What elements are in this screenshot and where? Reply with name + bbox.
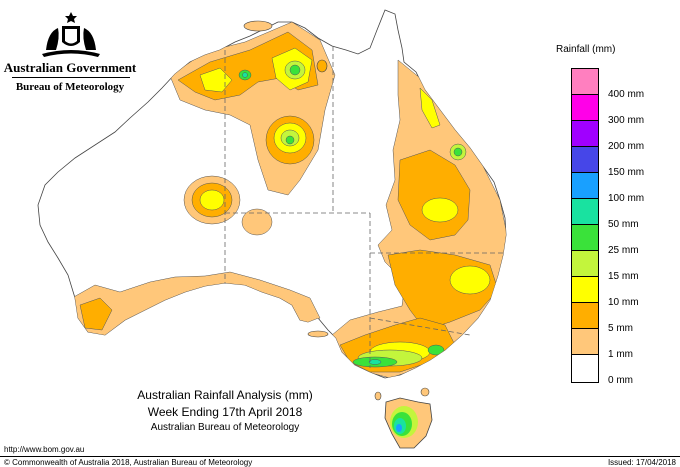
legend-label: 300 mm xyxy=(608,115,645,126)
rain-zone-25mm-qld-coast xyxy=(453,147,463,157)
government-title: Australian Government xyxy=(3,60,137,75)
rain-zone-10mm-kimberley xyxy=(199,67,233,93)
legend-swatch xyxy=(571,94,599,123)
legend-swatch xyxy=(571,224,599,253)
rain-zone-25mm-top-end xyxy=(289,64,301,76)
tasmania xyxy=(384,397,433,449)
melville-island xyxy=(243,20,273,32)
legend-title: Rainfall (mm) xyxy=(556,44,616,55)
groote-eylandt xyxy=(316,59,328,73)
legend-label: 100 mm xyxy=(608,193,645,204)
legend-swatch xyxy=(571,198,599,227)
legend-label: 200 mm xyxy=(608,141,645,152)
border-nsw-vic xyxy=(369,317,471,336)
legend-swatch xyxy=(571,328,599,357)
rain-zone-50mm-kimberley xyxy=(242,72,248,78)
legend-label: 50 mm xyxy=(608,219,639,230)
flinders-island xyxy=(420,387,430,397)
legend-label: 1 mm xyxy=(608,349,633,360)
legend-swatch xyxy=(571,172,599,201)
legend-label: 150 mm xyxy=(608,167,645,178)
legend-swatch xyxy=(571,302,599,331)
rain-zone-25mm-east-gippsland xyxy=(427,344,445,356)
rain-zone-10mm-qld xyxy=(421,197,459,223)
legend-swatch xyxy=(571,276,599,305)
bureau-title: Bureau of Meteorology xyxy=(15,81,125,93)
legend-swatch xyxy=(571,120,599,149)
legend-label: 0 mm xyxy=(608,375,633,386)
legend-label: 5 mm xyxy=(608,323,633,334)
legend-swatch xyxy=(571,68,599,97)
legend-label: 10 mm xyxy=(608,297,639,308)
rain-zone-tas-100mm xyxy=(396,424,402,432)
legend-swatch xyxy=(571,354,599,383)
rain-zone-50mm-victoria xyxy=(368,359,382,365)
map-title: Australian Rainfall Analysis (mm) xyxy=(137,388,313,402)
rain-zone-5mm-wa-coast xyxy=(79,297,113,331)
coat-of-arms-icon xyxy=(42,12,100,57)
legend-label: 15 mm xyxy=(608,271,639,282)
copyright-text: © Commonwealth of Australia 2018, Austra… xyxy=(4,458,253,467)
legend-swatch xyxy=(571,250,599,279)
state-borders xyxy=(224,46,503,368)
rain-zone-10mm-inland-wa xyxy=(199,189,225,211)
rain-zone-central xyxy=(241,208,273,236)
rain-zone-25mm-barkly xyxy=(285,135,295,145)
rain-zone-10mm-south-qld xyxy=(449,265,491,295)
website-url[interactable]: http://www.bom.gov.au xyxy=(4,445,85,454)
header-divider xyxy=(12,77,130,78)
rain-zone-10mm-qld-coast xyxy=(419,87,441,129)
kangaroo-island xyxy=(307,330,329,338)
rainfall-zones xyxy=(71,21,506,378)
map-source: Australian Bureau of Meteorology xyxy=(150,422,300,433)
king-island xyxy=(374,391,382,401)
footer-divider xyxy=(0,456,680,457)
legend-label: 400 mm xyxy=(608,89,645,100)
issued-date: Issued: 17/04/2018 xyxy=(607,458,676,467)
legend-swatch xyxy=(571,146,599,175)
map-period: Week Ending 17th April 2018 xyxy=(147,405,303,419)
legend-label: 25 mm xyxy=(608,245,639,256)
